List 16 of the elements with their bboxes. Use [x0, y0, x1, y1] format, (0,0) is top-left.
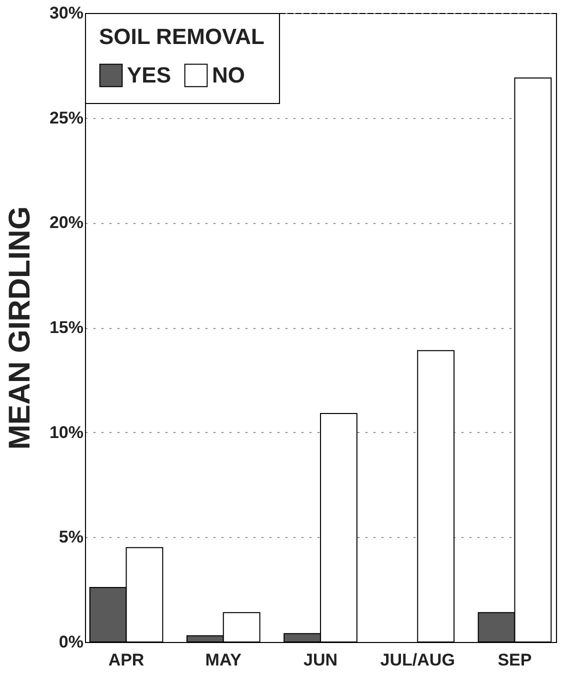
y-tick-label: 15% — [49, 318, 84, 337]
x-tick-label: MAY — [205, 650, 242, 670]
x-tick-label: SEP — [498, 650, 532, 670]
y-tick-label: 10% — [49, 422, 84, 442]
x-tick-label: JUL/AUG — [380, 650, 455, 670]
legend-label: NO — [212, 62, 245, 88]
x-tick-label: APR — [108, 650, 144, 670]
y-tick-label: 30% — [49, 4, 84, 22]
y-tick-label: 0% — [58, 632, 84, 652]
x-tick-label: JUN — [303, 650, 338, 670]
legend-title: SOIL REMOVAL — [99, 24, 264, 49]
y-tick-label: 25% — [49, 108, 84, 128]
legend-label: YES — [127, 62, 172, 88]
y-tick-label: 20% — [49, 213, 84, 232]
y-axis-title: MEAN GIRDLING — [3, 206, 36, 450]
y-tick-label: 5% — [58, 528, 84, 547]
